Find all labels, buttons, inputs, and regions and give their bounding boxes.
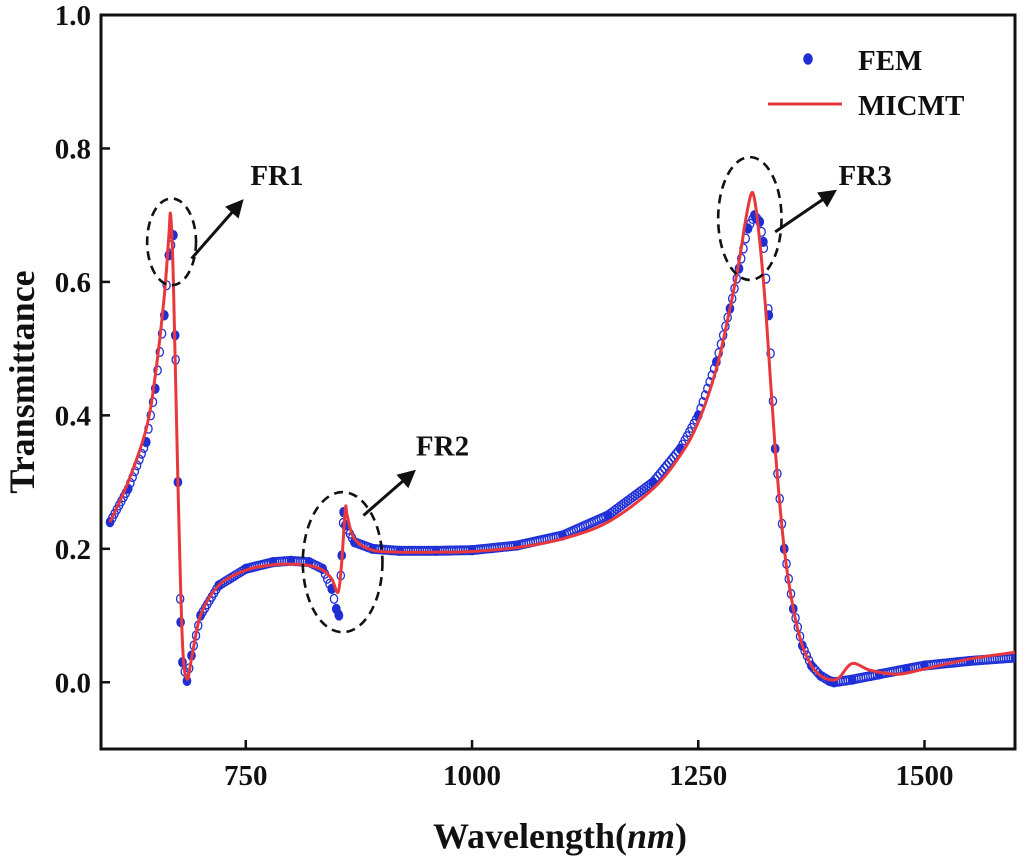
annotation-fr1: FR1 (145, 160, 303, 287)
legend-label-micmt: MICMT (858, 90, 964, 122)
annotation-label-fr1: FR1 (250, 160, 303, 192)
fem-point (664, 457, 674, 468)
fem-point (628, 492, 637, 503)
fem-point (623, 495, 633, 506)
fem-sample-point (847, 674, 857, 685)
x-axis-title-unit: nm (627, 816, 675, 856)
fem-point (329, 593, 339, 604)
fem-sample-point (1010, 652, 1015, 663)
x-axis-ticks: 750 1000 1250 1500 (224, 740, 954, 792)
series-layer (105, 190, 1015, 688)
annotation-circle-fr2 (301, 490, 384, 634)
y-tick-label-3: 0.6 (55, 267, 91, 299)
y-tick-label-2: 0.4 (55, 400, 91, 432)
annotation-fr3: FR3 (716, 155, 892, 282)
x-tick-label-3: 1500 (896, 760, 954, 792)
x-axis-title-suffix: ) (675, 816, 687, 856)
legend-marker-fem (803, 53, 813, 65)
plot-frame (99, 13, 1017, 751)
fem-point (617, 500, 626, 511)
fem-sample-point (603, 510, 613, 521)
fem-point (612, 503, 622, 514)
fem-point (626, 493, 635, 504)
fem-point (666, 454, 676, 465)
fem-point (637, 485, 646, 496)
fem-point (766, 348, 775, 359)
x-tick-label-0: 750 (224, 760, 268, 792)
fem-point (630, 490, 640, 501)
fem-point (811, 665, 821, 676)
y-axis-ticks: 0.0 0.2 0.4 0.6 0.8 1.0 (55, 0, 110, 699)
series-fem (105, 210, 1015, 688)
fem-sample-point (334, 610, 344, 621)
annotation-arrow-fr2 (362, 469, 416, 517)
fem-point (655, 468, 665, 479)
y-tick-label-4: 0.8 (55, 133, 91, 165)
fem-sample-point (648, 476, 658, 488)
fem-point (641, 482, 651, 493)
legend-item-micmt: MICMT (768, 90, 964, 122)
y-tick-label-1: 0.2 (55, 534, 91, 566)
annotation-layer: FR1 FR2 FR3 (145, 155, 892, 634)
x-axis-title-prefix: Wavelength( (433, 816, 627, 856)
annotation-fr2: FR2 (301, 430, 469, 634)
fem-point (610, 505, 619, 516)
annotation-arrow-fr1 (190, 199, 244, 260)
fem-point (621, 497, 631, 508)
fem-point (662, 460, 671, 471)
annotation-circle-fr3 (716, 155, 783, 282)
x-axis-title: Wavelength(nm) (433, 816, 687, 856)
series-micmt-line (108, 190, 1015, 682)
x-tick-label-2: 1250 (669, 760, 727, 792)
fem-point (653, 471, 662, 482)
y-tick-label-5: 1.0 (55, 0, 91, 32)
fem-point (619, 498, 628, 509)
legend: FEM MICMT (768, 45, 964, 122)
fem-point (660, 463, 669, 474)
y-axis-title: Transmittance (2, 270, 42, 493)
annotation-arrow-fr3 (774, 189, 837, 234)
annotation-label-fr3: FR3 (839, 160, 892, 192)
annotation-circle-fr1 (145, 197, 198, 287)
fem-point (639, 483, 649, 494)
fem-point (632, 488, 642, 499)
fem-point (657, 465, 667, 477)
fem-point (669, 452, 678, 463)
fem-point (635, 487, 644, 498)
y-tick-label-0: 0.0 (55, 667, 91, 699)
annotation-label-fr2: FR2 (416, 430, 469, 462)
x-tick-label-1: 1000 (443, 760, 501, 792)
legend-item-fem: FEM (803, 45, 922, 77)
legend-label-fem: FEM (858, 45, 922, 77)
